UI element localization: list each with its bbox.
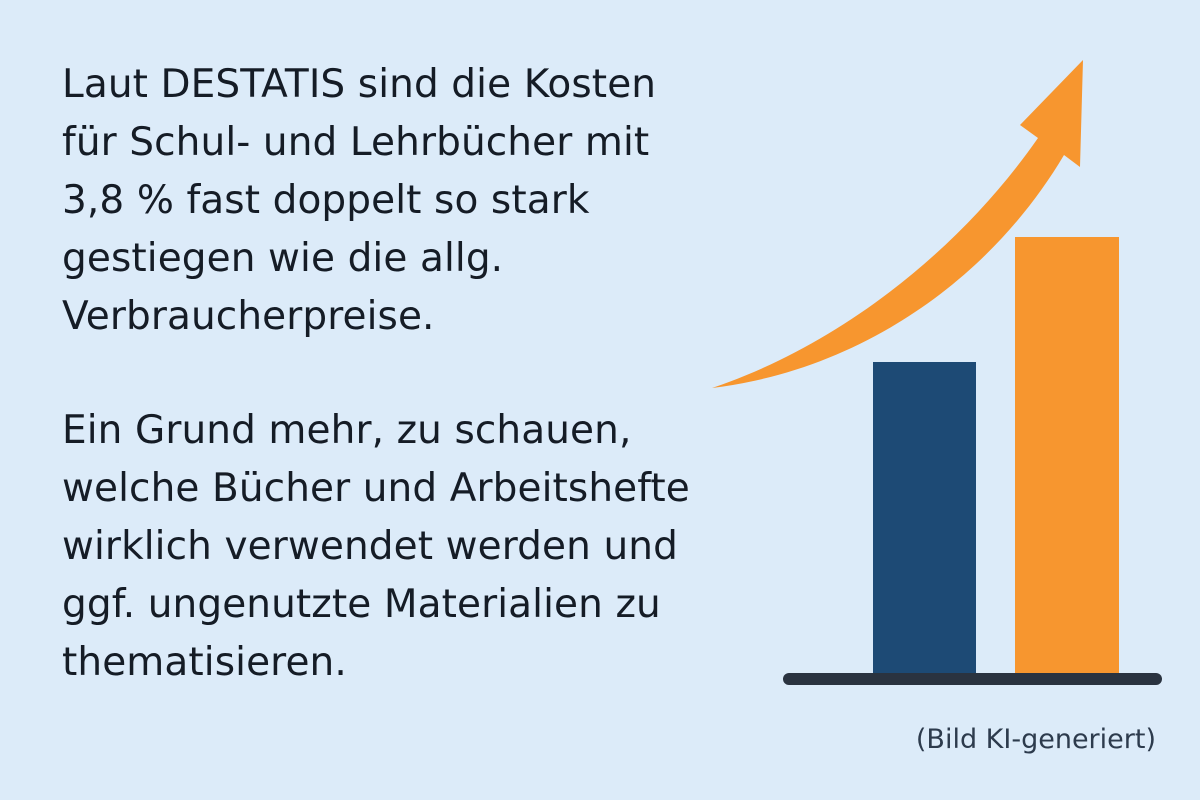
text-line: für Schul- und Lehrbücher mit bbox=[62, 120, 650, 165]
text-line: Ein Grund mehr, zu schauen, bbox=[62, 408, 632, 453]
text-line: ggf. ungenutzte Materialien zu bbox=[62, 582, 661, 627]
main-text: Laut DESTATIS sind die Kosten für Schul-… bbox=[62, 56, 782, 692]
bar-orange bbox=[1015, 237, 1119, 674]
rising-bar-chart-icon bbox=[712, 60, 1162, 685]
text-line: Verbraucherpreise. bbox=[62, 294, 435, 339]
text-line: welche Bücher und Arbeitshefte bbox=[62, 466, 690, 511]
image-credit-caption: (Bild KI-generiert) bbox=[915, 724, 1156, 755]
text-line: Laut DESTATIS sind die Kosten bbox=[62, 62, 657, 107]
text-line: 3,8 % fast doppelt so stark bbox=[62, 178, 590, 223]
paragraph-price-increase: Laut DESTATIS sind die Kosten für Schul-… bbox=[62, 56, 782, 346]
text-line: thematisieren. bbox=[62, 640, 347, 685]
bar-dark bbox=[873, 362, 976, 674]
rising-arrow-icon bbox=[712, 60, 1083, 388]
paragraph-recommendation: Ein Grund mehr, zu schauen, welche Büche… bbox=[62, 402, 782, 692]
text-line: gestiegen wie die allg. bbox=[62, 236, 504, 281]
text-line: wirklich verwendet werden und bbox=[62, 524, 678, 569]
chart-baseline bbox=[783, 673, 1162, 685]
